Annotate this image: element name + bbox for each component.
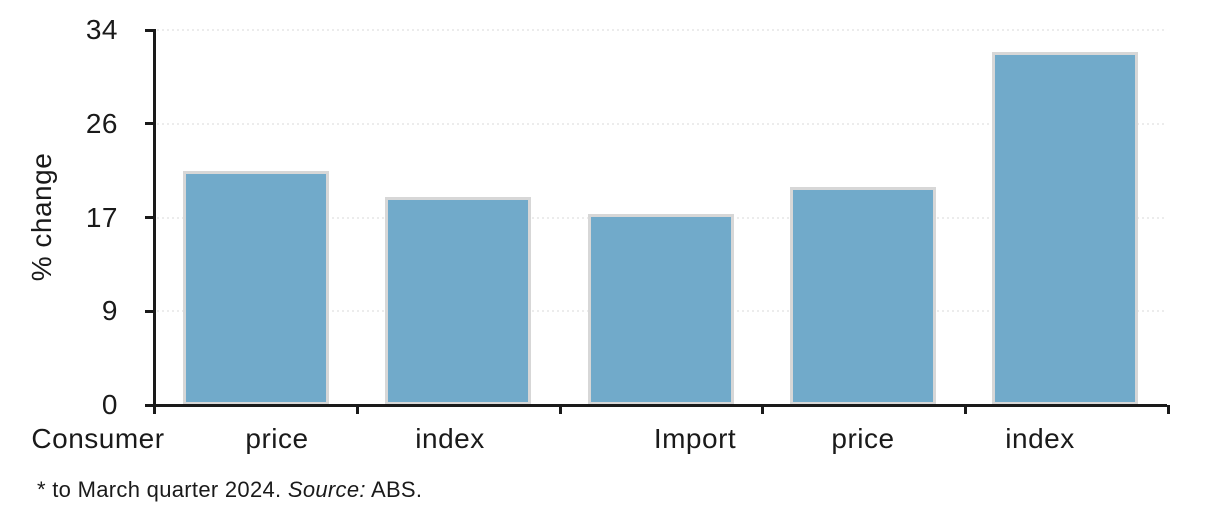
x-label-index-2: index <box>1005 423 1075 454</box>
x-label-consumer: Consumer <box>31 423 165 454</box>
x-label-index-1: index <box>415 423 485 454</box>
x-tick-mark <box>558 405 562 414</box>
y-axis-line <box>153 29 156 407</box>
y-tick-label: 17 <box>85 201 118 233</box>
bar-5 <box>991 52 1138 405</box>
x-label-price-1: price <box>245 423 309 454</box>
y-tick-mark <box>145 216 154 219</box>
x-axis-line <box>153 404 1167 407</box>
y-tick-mark <box>145 122 154 126</box>
y-tick-label: 26 <box>85 107 118 139</box>
y-axis-title: % change <box>26 152 57 282</box>
y-tick-mark <box>145 309 154 313</box>
bar-2 <box>385 196 532 405</box>
y-tick-mark <box>145 28 154 32</box>
x-label-price-2: price <box>831 423 895 454</box>
bar-4 <box>789 186 936 405</box>
gridline <box>157 122 1166 125</box>
x-tick-mark <box>153 405 156 414</box>
x-label-import: Import <box>653 423 737 454</box>
bar-1 <box>183 171 330 405</box>
footnote-source-label: Source: <box>287 477 366 502</box>
y-tick-label: 9 <box>101 295 118 327</box>
x-tick-mark <box>355 405 359 414</box>
bar-3 <box>587 214 734 405</box>
y-tick-label: 0 <box>101 389 118 420</box>
y-tick-mark <box>145 403 154 407</box>
footnote: * to March quarter 2024. Source: ABS. <box>37 477 422 503</box>
x-tick-mark <box>761 405 765 414</box>
y-tick-label: 34 <box>85 14 118 45</box>
x-tick-mark <box>1167 405 1170 414</box>
footnote-text: * to March quarter 2024. <box>37 477 288 502</box>
x-tick-mark <box>964 405 968 414</box>
gridline <box>157 29 1166 31</box>
footnote-source-value: ABS. <box>365 477 423 502</box>
